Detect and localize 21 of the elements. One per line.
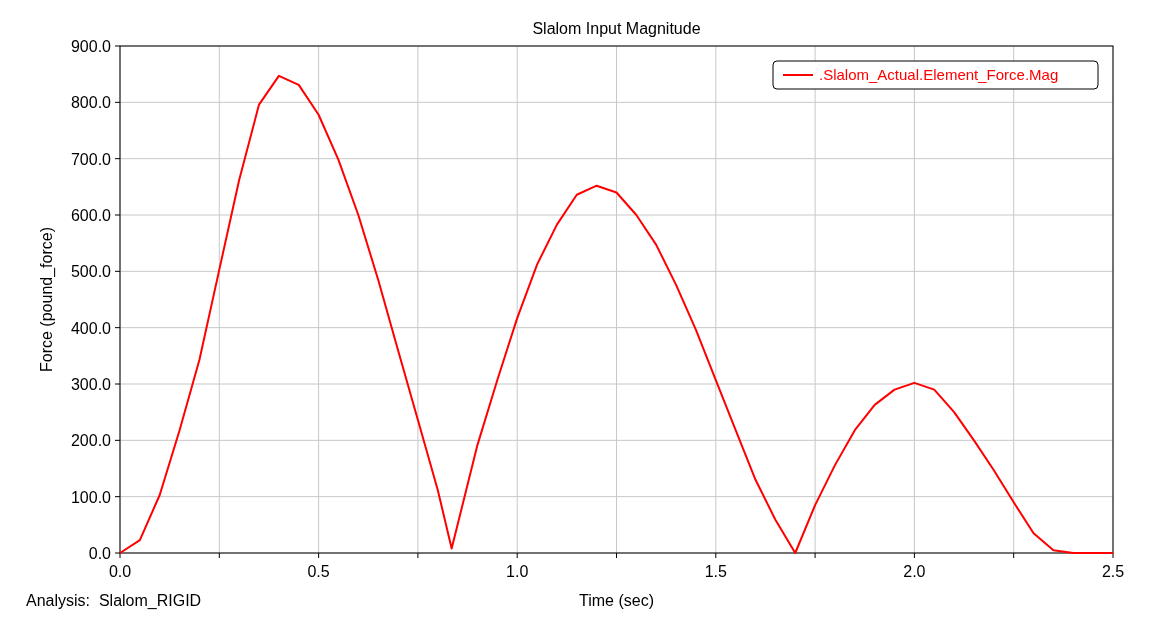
x-tick-label: 2.5 bbox=[1101, 563, 1125, 580]
y-tick-label: 300.0 bbox=[70, 376, 112, 393]
x-tick-label: 0.5 bbox=[307, 563, 330, 580]
text: Analysis: Slalom_RIGID bbox=[26, 592, 202, 610]
y-tick-label: 700.0 bbox=[70, 150, 112, 168]
y-tick-label: 900.0 bbox=[70, 38, 112, 55]
y-tick-label: 800.0 bbox=[70, 94, 112, 112]
y-tick-label: 200.0 bbox=[70, 432, 112, 450]
x-tick-label: 1.0 bbox=[506, 563, 529, 580]
x-tick-label: 1.5 bbox=[704, 563, 728, 580]
y-tick-label: 400.0 bbox=[70, 319, 112, 337]
chart-title: Slalom Input Magnitude bbox=[532, 20, 701, 37]
y-axis-title: Force (pound_force) bbox=[38, 227, 56, 372]
y-tick-label: 100.0 bbox=[70, 488, 112, 506]
y-tick-label: 0.0 bbox=[88, 545, 112, 562]
y-tick-label: 500.0 bbox=[70, 263, 112, 281]
y-tick-label: 600.0 bbox=[70, 207, 112, 224]
x-tick-label: 0.0 bbox=[108, 563, 132, 580]
legend-label: .Slalom_Actual.Element_Force.Mag bbox=[819, 66, 1059, 83]
x-tick-label: 2.0 bbox=[903, 563, 926, 580]
x-axis-title: Time (sec) bbox=[579, 592, 654, 609]
